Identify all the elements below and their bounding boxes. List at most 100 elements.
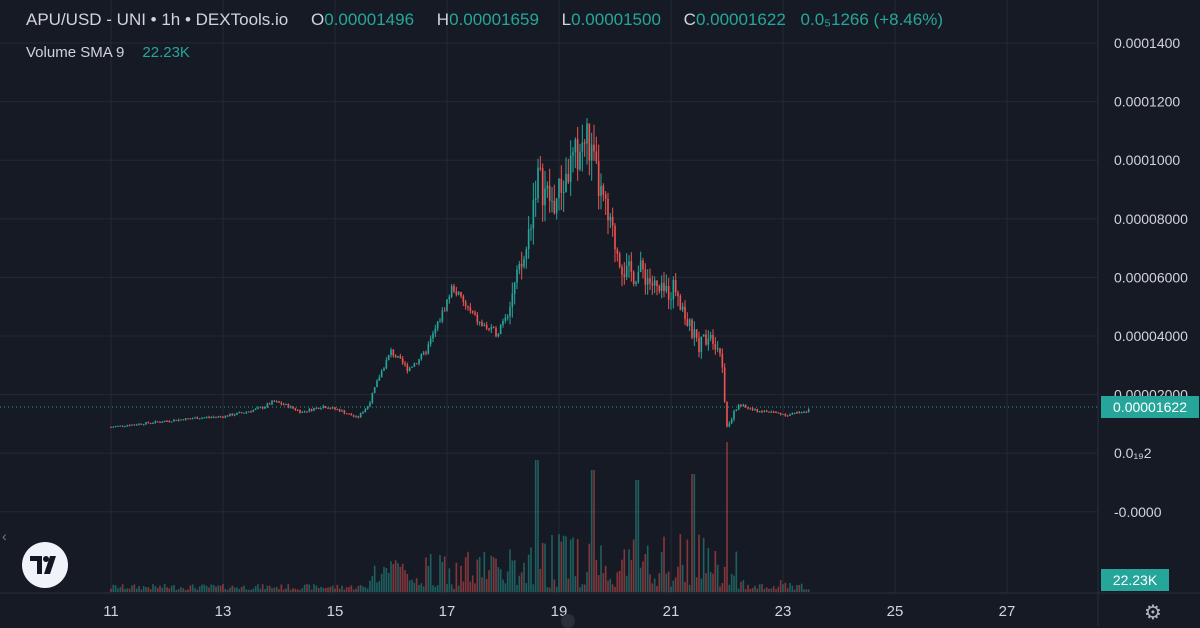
candle-body: [800, 412, 803, 414]
volume-bar: [516, 584, 518, 592]
volume-bar: [513, 560, 516, 592]
symbol-title[interactable]: APU/USD - UNI • 1h • DEXTools.io: [26, 10, 289, 29]
candle-body: [670, 299, 672, 301]
candle-body: [478, 321, 481, 323]
gear-icon[interactable]: ⚙: [1144, 602, 1162, 624]
candle-body: [373, 387, 376, 394]
chevron-left-icon[interactable]: ‹: [2, 528, 7, 544]
candle-body: [175, 419, 178, 421]
volume-bar: [565, 536, 567, 592]
volume-bar: [455, 562, 458, 592]
candle-body: [777, 412, 780, 414]
volume-bar: [665, 573, 668, 592]
candle-body: [695, 329, 698, 338]
candle-body: [786, 415, 789, 417]
volume-bar: [658, 573, 661, 592]
candle-body: [740, 404, 742, 407]
volume-bar: [392, 564, 395, 592]
high-label: H: [436, 10, 450, 29]
candle-body: [156, 421, 159, 423]
candle-body: [691, 319, 693, 338]
candle-body: [264, 406, 266, 409]
volume-legend[interactable]: Volume SMA 9 22.23K: [26, 44, 190, 61]
candle-body: [597, 161, 600, 197]
candle-body: [182, 419, 185, 421]
candle-body: [219, 416, 222, 418]
candle-body: [770, 411, 773, 413]
volume-bar: [758, 584, 761, 592]
candle-body: [408, 367, 411, 372]
volume-bar: [798, 584, 801, 592]
volume-bar: [184, 589, 187, 592]
candle-body: [502, 320, 504, 325]
volume-bar: [567, 578, 570, 592]
volume-bar: [670, 586, 672, 592]
candle-body: [191, 418, 194, 420]
candle-body: [110, 426, 112, 428]
volume-bar: [607, 580, 609, 592]
volume-bar: [413, 582, 416, 592]
volume-bar: [357, 585, 360, 592]
volume-bar: [644, 554, 647, 592]
candle-body: [663, 282, 665, 292]
candle-body: [341, 410, 343, 412]
candle-body: [560, 178, 563, 193]
candle-body: [805, 412, 808, 414]
volume-bar: [457, 585, 460, 592]
candle-body: [698, 337, 700, 353]
volume-bar: [604, 565, 607, 592]
volume-bar: [355, 588, 357, 592]
volume-bar: [238, 589, 241, 592]
candle-body: [609, 216, 612, 221]
volume-bar: [590, 470, 593, 592]
volume-bar: [313, 584, 315, 592]
time-axis[interactable]: 11 13 15 17 19 21 23 25 27: [103, 603, 1015, 620]
candle-body: [492, 326, 495, 328]
candle-body: [742, 404, 745, 407]
volume-bar: [299, 589, 301, 592]
volume-bar: [114, 585, 117, 592]
change-value: 0.0₅1266 (+8.46%): [800, 10, 943, 29]
candle-body: [392, 349, 395, 356]
candle-body: [721, 353, 724, 368]
candle-body: [784, 413, 787, 416]
candle-body: [562, 192, 565, 194]
candle-body: [751, 408, 754, 410]
candle-body: [747, 407, 749, 409]
volume-bar: [705, 573, 707, 592]
candle-body: [483, 324, 486, 326]
candle-body: [387, 354, 390, 361]
candle-body: [422, 352, 425, 355]
volume-bar: [135, 588, 138, 592]
candle-body: [331, 407, 334, 409]
volume-bar: [369, 580, 371, 592]
candle-body: [287, 404, 290, 408]
candle-body: [154, 421, 157, 423]
candle-body: [649, 278, 651, 284]
volume-tag: 22.23K: [1101, 569, 1169, 591]
candle-body: [646, 278, 649, 285]
volume-bar: [422, 586, 425, 592]
candle-body: [201, 417, 203, 419]
candle-body: [637, 272, 640, 283]
time-scroll-marker[interactable]: [561, 614, 575, 628]
volume-bar: [404, 570, 406, 592]
candle-body: [614, 225, 616, 250]
volume-bar: [439, 555, 441, 592]
volume-bar: [425, 557, 427, 592]
tradingview-logo-icon[interactable]: [22, 542, 68, 588]
volume-bar: [145, 587, 147, 592]
volume-bar: [362, 586, 364, 592]
volume-bar: [495, 558, 497, 592]
volume-bar: [572, 537, 574, 592]
candle-body: [285, 404, 287, 406]
candle-body: [700, 336, 703, 353]
candle-body: [343, 410, 346, 414]
candle-body: [635, 282, 637, 284]
volume-bar: [761, 584, 763, 592]
volume-bar: [292, 588, 294, 592]
volume-bar: [653, 578, 656, 592]
volume-bar: [716, 564, 719, 592]
volume-bar: [397, 563, 399, 592]
